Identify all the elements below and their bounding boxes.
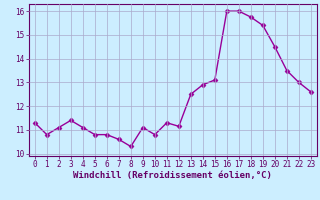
X-axis label: Windchill (Refroidissement éolien,°C): Windchill (Refroidissement éolien,°C) — [73, 171, 272, 180]
